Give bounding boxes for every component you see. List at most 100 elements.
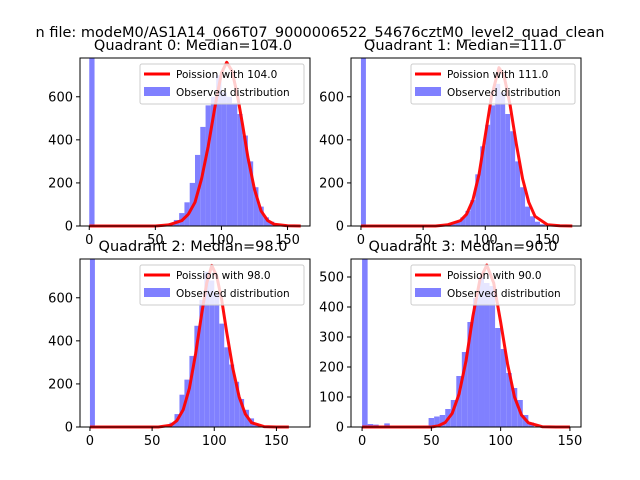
- legend-line-label: Poission with 104.0: [176, 69, 277, 81]
- legend-bar-label: Observed distribution: [176, 87, 290, 99]
- y-tick-label: 400: [319, 133, 344, 148]
- histogram-bar: [460, 217, 466, 226]
- histogram-bar: [229, 364, 235, 427]
- y-tick-label: 200: [48, 176, 73, 191]
- histogram-bar: [510, 131, 516, 226]
- legend-box: [139, 264, 305, 306]
- histogram-bar: [450, 223, 456, 226]
- legend-bar-swatch: [144, 288, 170, 297]
- histogram-bar: [490, 105, 496, 226]
- histogram-bar: [480, 146, 486, 226]
- y-tick-label: 400: [48, 334, 73, 349]
- x-tick-label: 100: [473, 233, 498, 248]
- legend-bar-swatch: [144, 87, 170, 96]
- y-tick-label: 300: [319, 331, 344, 346]
- x-tick-label: 0: [85, 233, 93, 248]
- histogram-bar: [530, 216, 535, 226]
- legend-bar-label: Observed distribution: [176, 288, 290, 300]
- legend-box: [410, 63, 576, 105]
- quadrant-0-title: Quadrant 0: Median=104.0: [94, 38, 292, 54]
- histogram-bar: [221, 92, 227, 227]
- y-tick-label: 600: [319, 90, 344, 105]
- histogram-bar: [184, 379, 190, 427]
- y-tick-label: 200: [48, 377, 73, 392]
- y-tick-label: 600: [48, 90, 73, 105]
- histogram-bar: [506, 373, 512, 427]
- figure-suptitle: n file: modeM0/AS1A14_066T07_9000006522_…: [36, 25, 605, 41]
- histogram-bar: [263, 217, 270, 226]
- x-tick-label: 150: [275, 233, 300, 248]
- histogram-bar: [495, 83, 501, 226]
- y-tick-label: 0: [65, 421, 73, 436]
- quadrant-3-title: Quadrant 3: Median=90.0: [369, 239, 558, 255]
- quadrant-1-title: Quadrant 1: Median=111.0: [364, 38, 562, 54]
- legend-line-label: Poission with 98.0: [176, 270, 271, 282]
- quadrant-1-panel: 0 50 100 150 0 200 400 600 Poission with 111.0 Ob…: [319, 57, 582, 248]
- histogram-bar: [237, 114, 243, 226]
- x-tick-label: 150: [558, 434, 583, 449]
- histogram-bar: [204, 271, 210, 427]
- histogram-bar: [239, 399, 245, 427]
- histogram-bar: [224, 347, 230, 427]
- axes-frame: [350, 258, 582, 428]
- histogram-bar: [515, 161, 521, 226]
- histogram-bar: [467, 322, 473, 427]
- histogram-bar: [455, 221, 461, 226]
- legend-bar-swatch: [415, 87, 441, 96]
- quadrant-2-title: Quadrant 2: Median=98.0: [99, 239, 288, 255]
- legend-box: [139, 63, 305, 105]
- histogram-bar: [199, 299, 205, 427]
- histogram-bar: [384, 423, 390, 427]
- quadrant-0-panel: 0 50 100 150 0 200 400 600 Poission with 104.0 Ob…: [48, 57, 311, 248]
- histogram-bar: [89, 58, 95, 226]
- y-tick-label: 600: [48, 291, 73, 306]
- histogram-bar: [505, 114, 511, 226]
- legend-line-label: Poission with 111.0: [447, 69, 548, 81]
- histogram-bar: [189, 355, 195, 427]
- y-tick-label: 200: [319, 361, 344, 376]
- histogram-bar: [439, 415, 446, 427]
- quadrant-2-panel: 0 50 100 150 0 200 400 600 Poission with 98.0 Obs…: [48, 258, 311, 449]
- histogram-bar: [535, 221, 540, 226]
- histogram-bar: [242, 135, 248, 226]
- x-tick-label: 100: [209, 233, 234, 248]
- x-tick-label: 0: [358, 434, 366, 449]
- legend-box: [410, 264, 576, 306]
- x-tick-label: 50: [415, 233, 432, 248]
- y-tick-label: 500: [319, 271, 344, 286]
- histogram-bar: [500, 349, 507, 427]
- histogram-bar: [244, 409, 250, 427]
- y-tick-label: 200: [319, 176, 344, 191]
- histogram-bar: [485, 124, 491, 226]
- x-tick-label: 50: [423, 434, 440, 449]
- histogram-bar: [247, 161, 254, 226]
- legend-bar-label: Observed distribution: [447, 87, 561, 99]
- legend-bar-swatch: [415, 288, 441, 297]
- x-tick-label: 100: [202, 434, 227, 449]
- histogram-bar: [475, 174, 481, 226]
- histogram-bar: [461, 352, 468, 427]
- axes-frame: [79, 57, 311, 227]
- histogram-bar: [232, 103, 238, 226]
- histogram-bar: [214, 293, 220, 427]
- histogram-bar: [258, 206, 264, 226]
- x-tick-label: 0: [86, 434, 94, 449]
- histogram-bar: [428, 418, 435, 427]
- axes-frame: [350, 57, 582, 227]
- histogram-bar: [219, 323, 225, 427]
- poisson-line: [89, 60, 301, 228]
- histogram-bar: [210, 96, 217, 227]
- x-tick-label: 50: [147, 233, 164, 248]
- histogram-bar: [470, 200, 476, 226]
- histogram-bar: [500, 92, 506, 227]
- histogram-bar: [484, 283, 490, 427]
- histogram-bar: [520, 187, 526, 226]
- histogram-bar: [495, 328, 501, 427]
- histogram-bar: [434, 416, 440, 427]
- histogram-bar: [362, 259, 368, 427]
- histogram-bar: [489, 286, 496, 427]
- histogram-bar: [253, 187, 259, 226]
- x-tick-label: 150: [535, 233, 560, 248]
- histogram-bar: [511, 388, 518, 427]
